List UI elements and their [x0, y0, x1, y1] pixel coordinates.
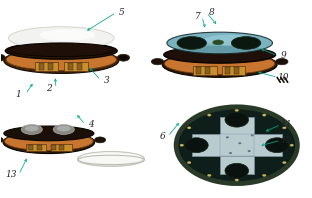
Ellipse shape: [25, 126, 39, 131]
Bar: [35, 62, 58, 71]
Ellipse shape: [5, 132, 93, 151]
Circle shape: [282, 127, 286, 129]
Ellipse shape: [0, 137, 3, 143]
Circle shape: [262, 114, 266, 116]
Ellipse shape: [78, 152, 144, 166]
Bar: [225, 67, 230, 74]
Text: 1: 1: [15, 89, 21, 99]
Bar: [39, 63, 44, 70]
Bar: [220, 134, 254, 156]
Ellipse shape: [0, 56, 3, 60]
Bar: [234, 67, 239, 74]
Bar: [51, 145, 56, 150]
Ellipse shape: [204, 35, 254, 45]
Circle shape: [176, 107, 297, 184]
Circle shape: [235, 109, 239, 112]
Circle shape: [251, 134, 254, 136]
Ellipse shape: [177, 37, 207, 49]
Bar: [222, 66, 246, 75]
Ellipse shape: [6, 49, 116, 70]
Ellipse shape: [21, 125, 42, 134]
Ellipse shape: [231, 37, 261, 49]
Circle shape: [187, 161, 191, 164]
Ellipse shape: [57, 126, 71, 131]
Text: 9: 9: [280, 51, 286, 60]
Ellipse shape: [4, 48, 119, 73]
Text: 6: 6: [159, 132, 165, 141]
Circle shape: [179, 109, 294, 182]
Circle shape: [225, 163, 249, 178]
Circle shape: [229, 152, 232, 154]
Text: 4: 4: [88, 120, 94, 129]
Circle shape: [207, 114, 211, 116]
Bar: [51, 144, 71, 151]
Circle shape: [207, 174, 211, 177]
Text: 2: 2: [46, 84, 52, 93]
Bar: [220, 117, 254, 174]
Circle shape: [225, 112, 249, 127]
Circle shape: [238, 142, 241, 144]
Text: 7: 7: [195, 12, 201, 21]
Ellipse shape: [167, 32, 272, 54]
Circle shape: [235, 179, 239, 181]
Circle shape: [187, 127, 191, 129]
Ellipse shape: [80, 152, 142, 164]
Bar: [192, 134, 282, 156]
Text: 12: 12: [281, 136, 292, 145]
Ellipse shape: [8, 27, 114, 49]
Ellipse shape: [119, 56, 127, 60]
Bar: [26, 144, 46, 151]
Ellipse shape: [151, 58, 164, 65]
Circle shape: [265, 138, 289, 153]
Circle shape: [248, 150, 251, 152]
Bar: [205, 67, 210, 74]
Ellipse shape: [53, 125, 74, 134]
Text: 5: 5: [119, 8, 125, 17]
Bar: [59, 145, 64, 150]
Bar: [37, 145, 42, 150]
Ellipse shape: [0, 54, 5, 61]
Bar: [68, 63, 73, 70]
Ellipse shape: [275, 58, 288, 65]
Bar: [48, 63, 53, 70]
Ellipse shape: [213, 40, 224, 45]
Ellipse shape: [162, 52, 277, 77]
Circle shape: [226, 136, 229, 138]
Circle shape: [282, 161, 286, 164]
Bar: [77, 63, 82, 70]
Text: 13: 13: [5, 170, 17, 179]
Bar: [28, 145, 33, 150]
Ellipse shape: [3, 131, 95, 154]
Ellipse shape: [40, 29, 95, 41]
Circle shape: [290, 144, 294, 146]
Ellipse shape: [164, 46, 275, 63]
Text: 10: 10: [278, 73, 289, 82]
Ellipse shape: [5, 43, 117, 59]
Text: 11: 11: [281, 120, 292, 129]
Text: 8: 8: [209, 8, 215, 17]
Ellipse shape: [8, 43, 115, 57]
Ellipse shape: [117, 54, 129, 61]
Bar: [193, 66, 217, 75]
Bar: [196, 67, 201, 74]
Circle shape: [185, 138, 208, 153]
Ellipse shape: [4, 126, 94, 141]
Circle shape: [180, 144, 184, 146]
Ellipse shape: [164, 53, 275, 74]
Ellipse shape: [95, 137, 106, 143]
Bar: [64, 62, 88, 71]
Circle shape: [262, 174, 266, 177]
Text: 3: 3: [103, 76, 109, 85]
